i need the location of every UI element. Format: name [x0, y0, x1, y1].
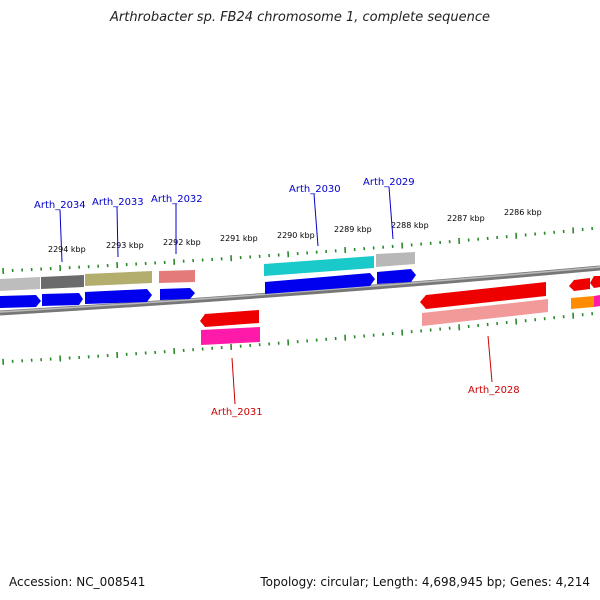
kbp-label: 2289 kbp	[334, 225, 372, 234]
accession-text: Accession: NC_008541	[9, 575, 146, 589]
feature-arth-2031-bar[interactable]	[201, 327, 260, 345]
gene-arrow-arth-2028[interactable]	[420, 282, 546, 309]
gene-arrow-forward-1[interactable]	[0, 295, 41, 308]
inner-feature-track	[200, 282, 548, 345]
inner-tick-ring	[2, 312, 594, 365]
gene-arrow-forward-3[interactable]	[85, 289, 152, 304]
leader-line-arth-2029	[388, 186, 394, 240]
gene-arrow-forward-5[interactable]	[265, 273, 375, 294]
feature-arth-2034b-bar[interactable]	[41, 275, 84, 289]
leader-line-arth-2028	[487, 335, 493, 383]
gene-arrow-reverse-right-1[interactable]	[569, 278, 590, 291]
leader-line-arth-2033	[116, 206, 119, 258]
kbp-label: 2294 kbp	[48, 245, 86, 254]
feature-arth-2033-bar[interactable]	[85, 271, 152, 286]
chromosome-backbone-highlight	[0, 266, 600, 313]
feature-arth-2028-bar[interactable]	[422, 299, 548, 326]
gene-label-arth-2029[interactable]: Arth_2029	[363, 177, 415, 188]
gene-label-leaders	[59, 186, 493, 405]
leader-line-arth-2034	[59, 209, 63, 263]
kbp-label: 2286 kbp	[504, 208, 542, 217]
kbp-label: 2293 kbp	[106, 241, 144, 250]
gene-label-arth-2034[interactable]: Arth_2034	[34, 200, 86, 211]
leader-line-arth-2031	[231, 357, 236, 405]
outer-feature-track	[0, 252, 600, 309]
map-title: Arthrobacter sp. FB24 chromosome 1, comp…	[109, 10, 491, 25]
kbp-label: 2287 kbp	[447, 214, 485, 223]
gene-arrow-orange[interactable]	[571, 296, 594, 309]
feature-arth-2029-bar[interactable]	[376, 252, 415, 267]
kbp-label: 2291 kbp	[220, 234, 258, 243]
leader-line-arth-2030	[313, 193, 319, 247]
outer-tick-ring	[2, 227, 594, 274]
feature-arth-2030-bar[interactable]	[264, 256, 374, 276]
gene-arrow-forward-6[interactable]	[377, 269, 416, 284]
kbp-scale-labels: 2294 kbp 2293 kbp 2292 kbp 2291 kbp 2290…	[48, 208, 542, 254]
gene-arrow-forward-2[interactable]	[42, 293, 83, 306]
kbp-label: 2292 kbp	[163, 238, 201, 247]
gene-arrow-reverse-right-2[interactable]	[590, 276, 600, 288]
gene-arrow-arth-2031[interactable]	[200, 310, 259, 327]
gene-label-arth-2033[interactable]: Arth_2033	[92, 197, 144, 208]
gene-label-arth-2031[interactable]: Arth_2031	[211, 407, 263, 418]
kbp-label: 2290 kbp	[277, 231, 315, 240]
chromosome-backbone	[0, 265, 600, 316]
gene-label-arth-2030[interactable]: Arth_2030	[289, 184, 341, 195]
gene-arrow-magenta-right[interactable]	[594, 295, 600, 307]
gene-arrow-forward-4[interactable]	[160, 288, 195, 300]
feature-arth-2032-bar[interactable]	[159, 270, 195, 283]
kbp-label: 2288 kbp	[391, 221, 429, 230]
gene-label-arth-2028[interactable]: Arth_2028	[468, 385, 520, 396]
gene-label-arth-2032[interactable]: Arth_2032	[151, 194, 203, 205]
topology-summary-text: Topology: circular; Length: 4,698,945 bp…	[260, 575, 590, 589]
gene-labels: Arth_2034 Arth_2033 Arth_2032 Arth_2030 …	[34, 177, 520, 418]
feature-arth-2034-bar[interactable]	[0, 277, 40, 291]
